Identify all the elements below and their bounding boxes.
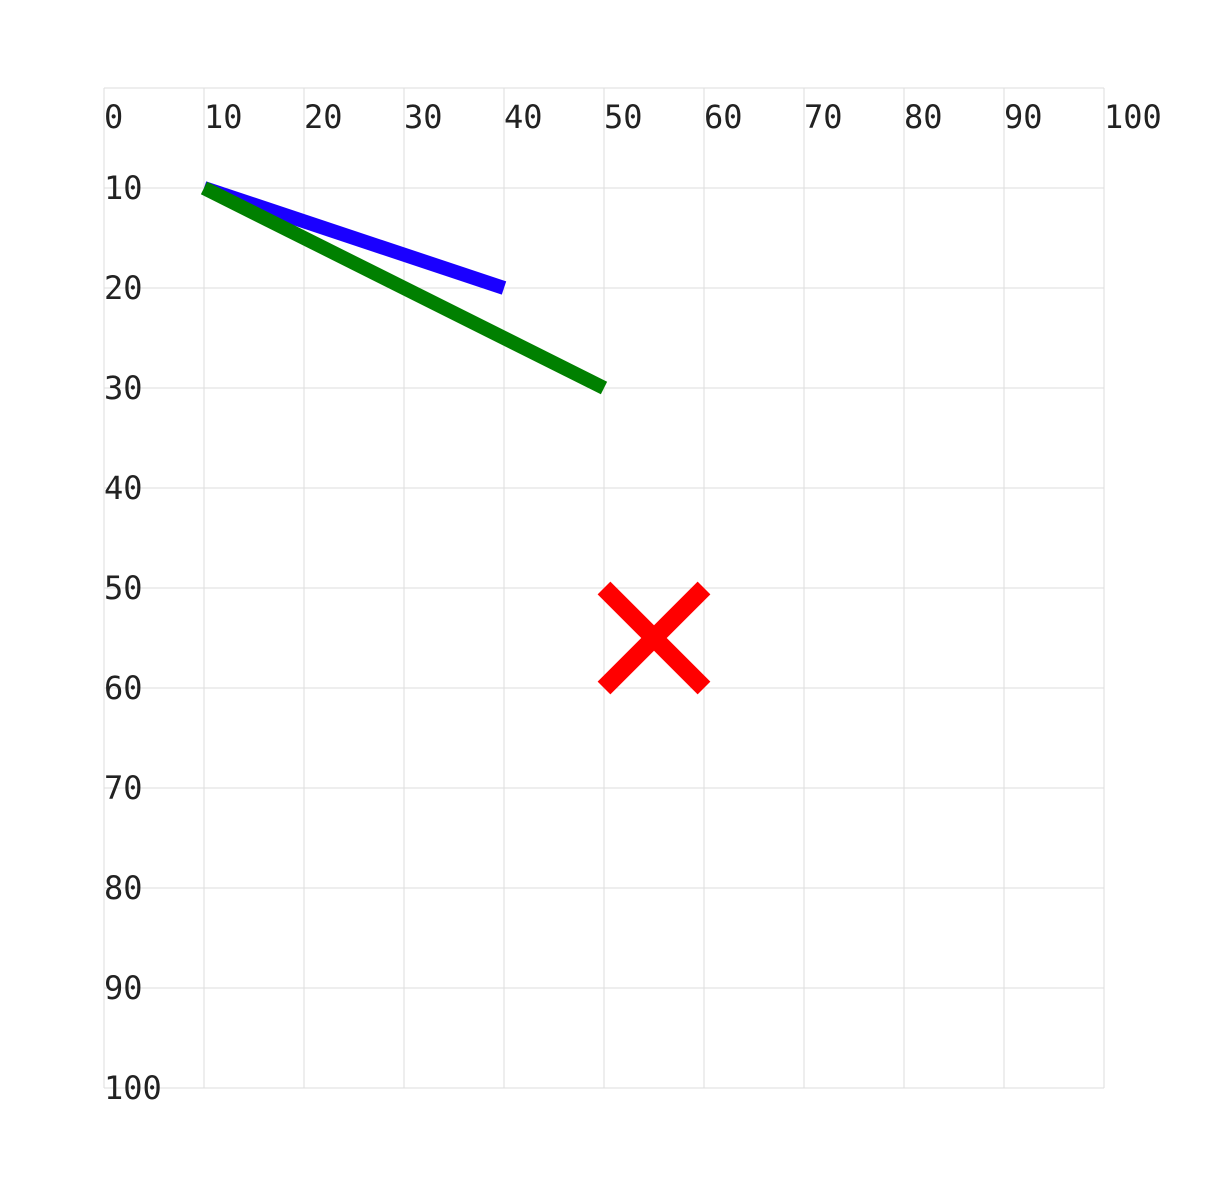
blue-line [201, 181, 507, 295]
y-tick-label: 30 [104, 369, 143, 407]
x-tick-labels: 0 10 20 30 40 50 60 70 80 90 100 [104, 98, 1162, 136]
y-tick-label: 90 [104, 969, 143, 1007]
x-tick-label: 100 [1104, 98, 1162, 136]
x-tick-label: 70 [804, 98, 843, 136]
y-tick-label: 50 [104, 569, 143, 607]
red-x-marker-stroke-2 [597, 581, 711, 695]
x-tick-label: 40 [504, 98, 543, 136]
y-tick-label: 40 [104, 469, 143, 507]
green-line [200, 181, 608, 395]
red-x-marker [597, 581, 711, 695]
x-tick-label: 90 [1004, 98, 1043, 136]
x-tick-label: 50 [604, 98, 643, 136]
y-tick-label: 10 [104, 169, 143, 207]
y-tick-label: 100 [104, 1069, 162, 1107]
y-tick-label: 20 [104, 269, 143, 307]
y-tick-labels: 10 20 30 40 50 60 70 80 90 100 [104, 169, 162, 1107]
x-tick-label: 10 [204, 98, 243, 136]
x-tick-label: 80 [904, 98, 943, 136]
x-tick-label: 60 [704, 98, 743, 136]
y-tick-label: 60 [104, 669, 143, 707]
drawn-shapes [200, 181, 711, 695]
y-tick-label: 80 [104, 869, 143, 907]
y-tick-label: 70 [104, 769, 143, 807]
x-tick-label: 30 [404, 98, 443, 136]
x-tick-label: 0 [104, 98, 123, 136]
x-tick-label: 20 [304, 98, 343, 136]
